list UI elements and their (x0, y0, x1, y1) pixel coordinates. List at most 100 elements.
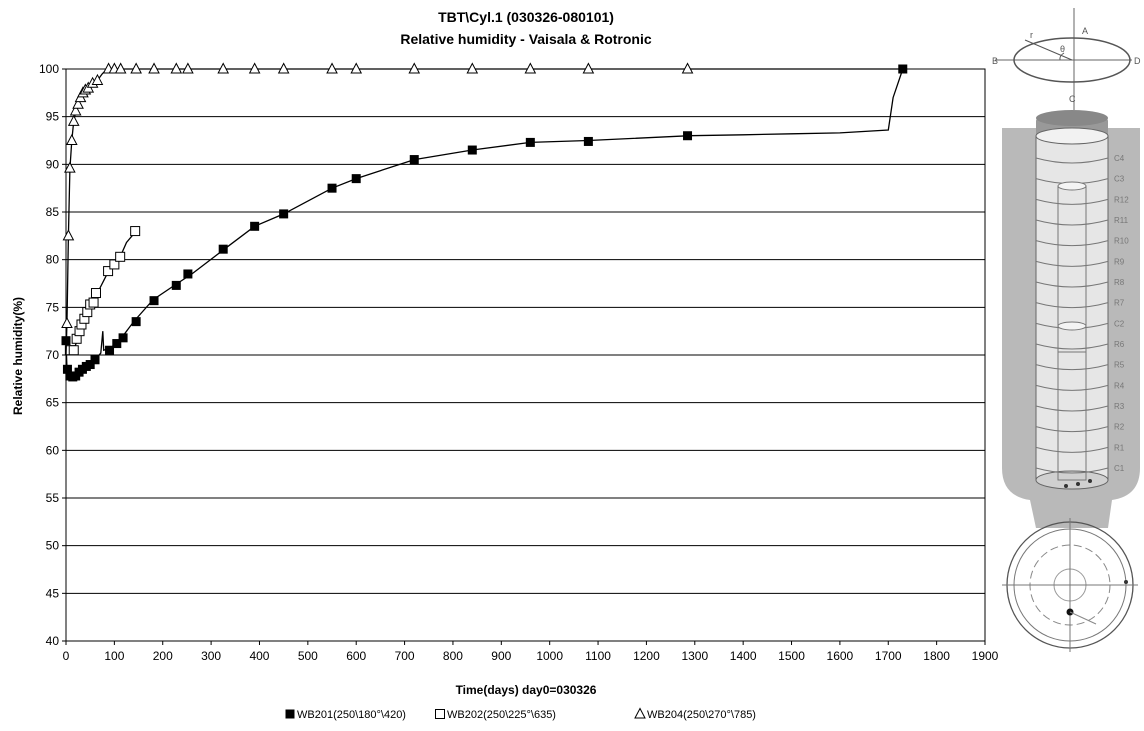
y-tick-label: 80 (46, 253, 60, 267)
y-tick-label: 100 (39, 62, 59, 76)
layer-label: R12 (1114, 195, 1129, 204)
plan-view-schematic (1002, 518, 1138, 652)
x-tick-label: 700 (395, 649, 415, 663)
cylinder-ring (1035, 343, 1109, 350)
data-point (683, 131, 693, 141)
data-point (250, 221, 260, 231)
letter-a: A (1082, 26, 1088, 36)
data-point (409, 155, 419, 165)
data-point (69, 104, 82, 116)
layer-label: R5 (1114, 361, 1125, 370)
y-tick-label: 85 (46, 205, 60, 219)
x-tick-label: 600 (346, 649, 366, 663)
chart-title: TBT\Cyl.1 (030326-080101) (438, 9, 614, 25)
x-tick-label: 200 (153, 649, 173, 663)
layer-label: C4 (1114, 154, 1125, 163)
x-tick-label: 500 (298, 649, 318, 663)
y-tick-label: 55 (46, 491, 60, 505)
x-tick-label: 400 (249, 649, 269, 663)
x-tick-label: 100 (104, 649, 124, 663)
data-point (88, 297, 99, 308)
y-tick-label: 45 (46, 586, 60, 600)
layer-label: R7 (1114, 299, 1125, 308)
data-point (171, 280, 181, 290)
legend-label: WB204(250\270°\785) (647, 709, 756, 721)
legend-marker (435, 709, 445, 719)
data-point (90, 288, 101, 299)
data-point (72, 97, 84, 109)
x-axis-ticks: 0 100 200 300 400 500 600 700 800 900 1000 1100 1200… (63, 641, 999, 663)
y-axis-ticks: 40 45 50 55 60 65 70 75 80 85 90 95 100 (39, 62, 66, 648)
data-point (277, 62, 290, 74)
x-tick-label: 1500 (778, 649, 805, 663)
x-tick-label: 300 (201, 649, 221, 663)
letter-r: r (1030, 30, 1033, 40)
cylinder-ring (1035, 157, 1109, 164)
data-point (131, 317, 141, 327)
data-point (681, 62, 694, 74)
orientation-schematic: A B C D r θ (992, 8, 1141, 110)
data-point (326, 62, 338, 74)
layer-label: R11 (1114, 216, 1129, 225)
data-point (149, 296, 159, 306)
layer-label: R8 (1114, 278, 1125, 287)
borehole-schematic: C4 C3 R12 R11 R10 R9 R8 R7 C2 R6 R5 R4 R3 R2 R1 C1 (1002, 110, 1140, 528)
cylinder-ring (1035, 198, 1109, 205)
layer-label: C2 (1114, 319, 1125, 328)
legend-marker (285, 709, 295, 719)
cylinder-diagram: A B C D r θ C4 C3 R12 R11 R10 R9 R8 R7 C2 R6 R5 R4 R… (992, 8, 1141, 652)
data-point (103, 266, 114, 277)
data-point (170, 62, 183, 74)
y-axis-label: Relative humidity(%) (11, 297, 25, 415)
letter-d: D (1134, 56, 1141, 66)
data-point (130, 62, 142, 74)
legend-label: WB202(250\225°\635) (447, 709, 556, 721)
data-point (62, 229, 75, 241)
data-point (351, 174, 361, 184)
layer-label: R1 (1114, 443, 1125, 452)
x-tick-label: 0 (63, 649, 70, 663)
data-point (62, 364, 72, 374)
series-3 (61, 62, 903, 356)
data-point (67, 114, 80, 126)
legend-marker (634, 707, 646, 719)
x-tick-label: 1100 (585, 649, 611, 663)
y-tick-label: 70 (46, 348, 60, 362)
y-tick-label: 75 (46, 300, 60, 314)
data-point (68, 345, 79, 356)
data-point (105, 345, 115, 355)
x-tick-label: 1900 (972, 649, 999, 663)
legend-label: WB201(250\180°\420) (297, 709, 406, 721)
data-point (466, 62, 479, 74)
legend: WB201(250\180°\420) WB202(250\225°\635) WB… (285, 707, 756, 721)
layer-label: R10 (1114, 237, 1129, 246)
cylinder-ring (1035, 384, 1109, 391)
layer-label: R9 (1114, 257, 1125, 266)
data-point (91, 73, 104, 85)
x-tick-label: 1800 (923, 649, 950, 663)
data-point (248, 62, 261, 74)
layer-labels: C4 C3 R12 R11 R10 R9 R8 R7 C2 R6 R5 R4 R3 R2 R1 C1 (1114, 154, 1129, 473)
data-point (109, 259, 120, 270)
cylinder-ring (1035, 281, 1109, 288)
data-point (525, 137, 535, 147)
letter-b: B (992, 56, 998, 66)
y-tick-label: 65 (46, 396, 60, 410)
data-point (61, 316, 73, 329)
data-point (90, 355, 100, 365)
x-tick-label: 1200 (633, 649, 660, 663)
y-tick-label: 60 (46, 443, 60, 457)
data-point (327, 183, 337, 193)
layer-label: R6 (1114, 340, 1125, 349)
series-group (61, 62, 908, 382)
data-point (279, 209, 289, 219)
data-point (408, 62, 421, 74)
cylinder-rings (1035, 157, 1109, 474)
chart-subtitle: Relative humidity - Vaisala & Rotronic (400, 31, 652, 47)
layer-label: R3 (1114, 402, 1125, 411)
layer-label: R2 (1114, 423, 1125, 432)
x-tick-label: 1600 (827, 649, 854, 663)
x-tick-label: 1300 (681, 649, 708, 663)
data-point (524, 62, 537, 74)
